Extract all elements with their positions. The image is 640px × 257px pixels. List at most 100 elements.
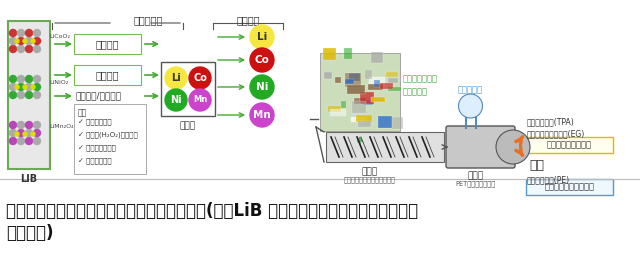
Text: LiNiO₂: LiNiO₂ bbox=[49, 79, 68, 85]
FancyBboxPatch shape bbox=[371, 52, 383, 63]
FancyBboxPatch shape bbox=[347, 85, 365, 94]
Circle shape bbox=[10, 130, 17, 136]
FancyBboxPatch shape bbox=[388, 78, 397, 83]
Circle shape bbox=[458, 94, 483, 118]
FancyBboxPatch shape bbox=[341, 100, 346, 108]
Circle shape bbox=[17, 130, 24, 136]
Text: PETのみが加水分解: PETのみが加水分解 bbox=[456, 180, 495, 187]
Circle shape bbox=[17, 45, 24, 52]
Circle shape bbox=[496, 130, 530, 164]
Circle shape bbox=[17, 30, 24, 36]
Text: マテリアルリサイクル: マテリアルリサイクル bbox=[545, 182, 595, 191]
Text: 浸出液: 浸出液 bbox=[180, 121, 196, 130]
Circle shape bbox=[26, 76, 33, 82]
FancyBboxPatch shape bbox=[365, 70, 372, 79]
FancyBboxPatch shape bbox=[330, 109, 346, 116]
Text: Mn: Mn bbox=[193, 96, 207, 105]
Text: Co: Co bbox=[255, 55, 269, 65]
Circle shape bbox=[189, 67, 211, 89]
Text: Ni: Ni bbox=[170, 95, 182, 105]
FancyBboxPatch shape bbox=[368, 84, 383, 90]
FancyBboxPatch shape bbox=[380, 83, 393, 89]
FancyBboxPatch shape bbox=[320, 53, 400, 131]
Circle shape bbox=[33, 38, 40, 44]
FancyBboxPatch shape bbox=[344, 48, 351, 59]
Circle shape bbox=[33, 122, 40, 128]
FancyBboxPatch shape bbox=[345, 79, 355, 84]
Circle shape bbox=[33, 84, 40, 90]
Circle shape bbox=[250, 25, 274, 49]
Text: 高温高圧水: 高温高圧水 bbox=[458, 85, 483, 94]
Text: グリシン: グリシン bbox=[96, 70, 119, 80]
Text: ✓ 反応時間の短縮: ✓ 反応時間の短縮 bbox=[78, 144, 116, 151]
Text: ケミカルリサイクル: ケミカルリサイクル bbox=[547, 141, 592, 150]
Circle shape bbox=[26, 91, 33, 98]
FancyBboxPatch shape bbox=[335, 77, 341, 83]
Circle shape bbox=[31, 132, 35, 136]
FancyBboxPatch shape bbox=[354, 98, 367, 104]
FancyBboxPatch shape bbox=[371, 97, 385, 102]
Text: 都市鉱山を活かすための新規プロセスを創る(左：LiB リサイクル、右：プラスチックリ: 都市鉱山を活かすための新規プロセスを創る(左：LiB リサイクル、右：プラスチッ… bbox=[6, 202, 418, 220]
FancyBboxPatch shape bbox=[369, 77, 385, 86]
Text: 分離: 分離 bbox=[529, 159, 544, 172]
Circle shape bbox=[10, 76, 17, 82]
FancyBboxPatch shape bbox=[324, 72, 332, 79]
Circle shape bbox=[189, 89, 211, 111]
Circle shape bbox=[17, 84, 24, 90]
Circle shape bbox=[10, 38, 17, 44]
FancyBboxPatch shape bbox=[526, 179, 613, 195]
FancyBboxPatch shape bbox=[8, 21, 50, 169]
Circle shape bbox=[15, 39, 19, 43]
FancyBboxPatch shape bbox=[328, 106, 341, 112]
Text: エチレングリコール(EG): エチレングリコール(EG) bbox=[527, 129, 585, 138]
FancyBboxPatch shape bbox=[386, 72, 398, 77]
Text: 利点: 利点 bbox=[78, 108, 87, 117]
Circle shape bbox=[33, 45, 40, 52]
FancyBboxPatch shape bbox=[74, 104, 146, 174]
FancyBboxPatch shape bbox=[378, 116, 392, 127]
Circle shape bbox=[250, 103, 274, 127]
Circle shape bbox=[17, 38, 24, 44]
FancyBboxPatch shape bbox=[374, 80, 380, 87]
FancyBboxPatch shape bbox=[74, 34, 141, 54]
Text: クエン酸: クエン酸 bbox=[96, 39, 119, 49]
Circle shape bbox=[26, 122, 33, 128]
Text: ポリエチレン(PE): ポリエチレン(PE) bbox=[527, 175, 570, 184]
Text: Mn: Mn bbox=[253, 110, 271, 120]
Text: Ni: Ni bbox=[256, 82, 268, 92]
Circle shape bbox=[250, 48, 274, 72]
Circle shape bbox=[165, 67, 187, 89]
Circle shape bbox=[165, 89, 187, 111]
Circle shape bbox=[10, 84, 17, 90]
Text: クフィルム: クフィルム bbox=[403, 87, 428, 96]
Circle shape bbox=[31, 85, 35, 89]
Circle shape bbox=[10, 122, 17, 128]
Circle shape bbox=[23, 85, 27, 89]
Circle shape bbox=[33, 91, 40, 98]
FancyBboxPatch shape bbox=[356, 115, 372, 122]
Text: 押出機: 押出機 bbox=[362, 167, 378, 176]
Circle shape bbox=[15, 85, 19, 89]
FancyBboxPatch shape bbox=[360, 92, 374, 104]
FancyBboxPatch shape bbox=[74, 65, 141, 85]
Text: 金属分離: 金属分離 bbox=[236, 15, 260, 25]
FancyBboxPatch shape bbox=[446, 126, 515, 168]
FancyBboxPatch shape bbox=[344, 73, 361, 87]
Circle shape bbox=[31, 39, 35, 43]
Circle shape bbox=[23, 39, 27, 43]
Circle shape bbox=[10, 45, 17, 52]
Circle shape bbox=[33, 30, 40, 36]
Circle shape bbox=[15, 132, 19, 136]
Circle shape bbox=[26, 137, 33, 144]
Text: ✓ 連続化が可能: ✓ 連続化が可能 bbox=[78, 157, 111, 164]
Text: 水熱酸浸出: 水熱酸浸出 bbox=[133, 15, 163, 25]
Text: 多層プラスチッ: 多層プラスチッ bbox=[403, 74, 438, 83]
Text: ✓ 還元剤(H₂O₂)の不要化: ✓ 還元剤(H₂O₂)の不要化 bbox=[78, 131, 138, 137]
Circle shape bbox=[26, 38, 33, 44]
FancyBboxPatch shape bbox=[358, 121, 371, 127]
FancyBboxPatch shape bbox=[363, 100, 373, 105]
Text: LiMn₂O₄: LiMn₂O₄ bbox=[49, 124, 74, 130]
Text: Li: Li bbox=[171, 73, 181, 83]
Circle shape bbox=[17, 76, 24, 82]
Circle shape bbox=[17, 137, 24, 144]
